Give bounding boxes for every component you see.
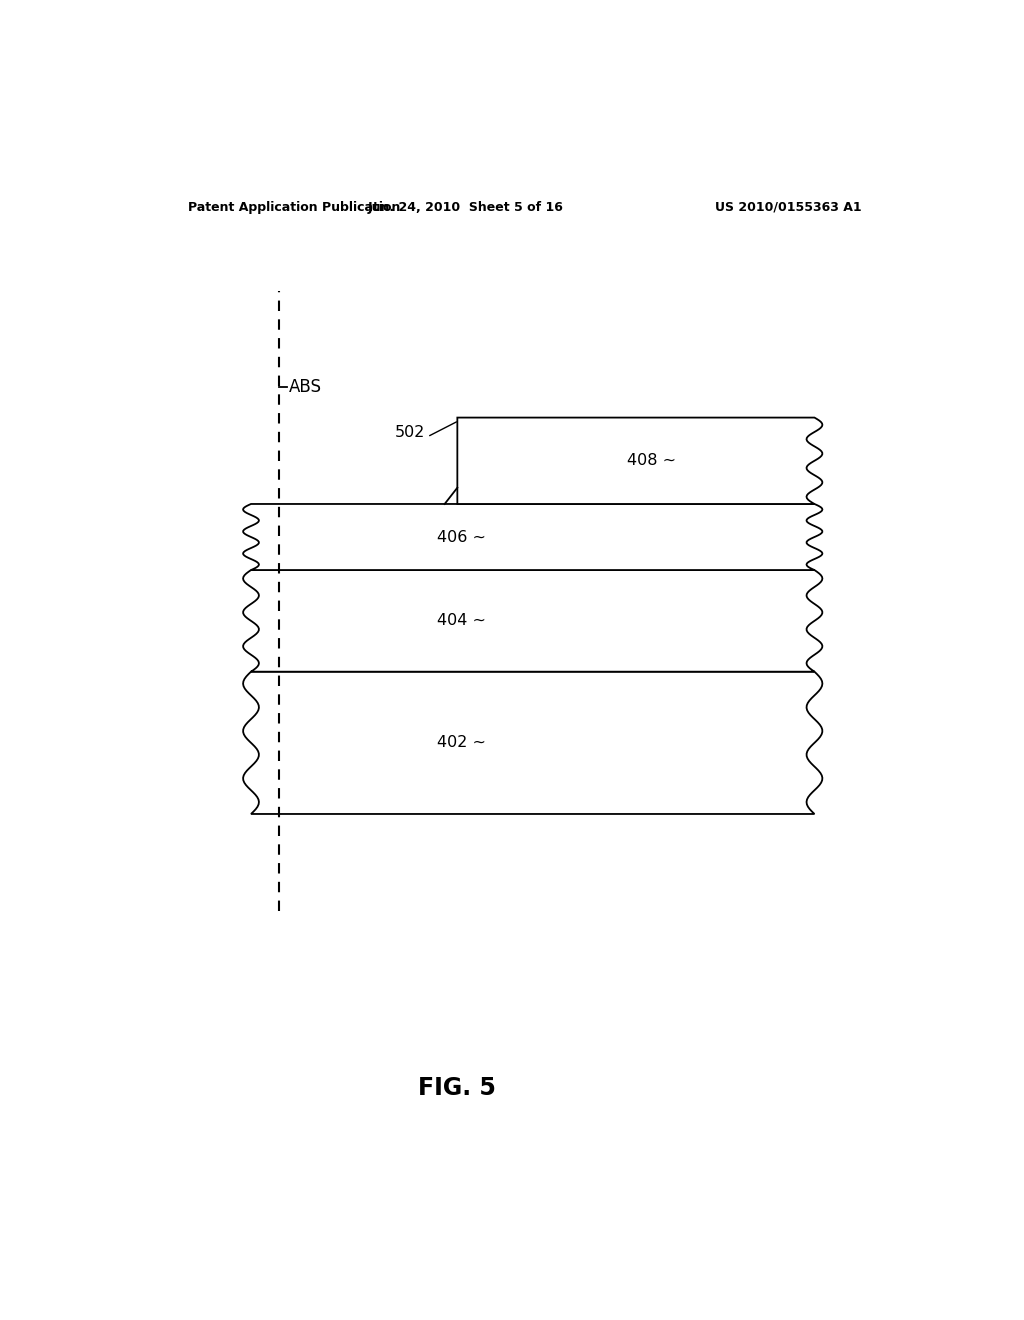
Text: 502: 502: [395, 425, 426, 441]
Text: 408 ~: 408 ~: [628, 453, 676, 469]
Text: US 2010/0155363 A1: US 2010/0155363 A1: [716, 201, 862, 214]
Polygon shape: [243, 504, 822, 570]
Polygon shape: [243, 672, 822, 814]
Text: 404 ~: 404 ~: [437, 614, 485, 628]
Text: ABS: ABS: [289, 378, 323, 396]
Text: FIG. 5: FIG. 5: [419, 1076, 497, 1101]
Text: 406 ~: 406 ~: [437, 529, 485, 545]
Polygon shape: [458, 417, 822, 504]
Text: Jun. 24, 2010  Sheet 5 of 16: Jun. 24, 2010 Sheet 5 of 16: [368, 201, 563, 214]
Polygon shape: [243, 570, 822, 672]
Text: 402 ~: 402 ~: [437, 735, 485, 750]
Text: Patent Application Publication: Patent Application Publication: [187, 201, 400, 214]
